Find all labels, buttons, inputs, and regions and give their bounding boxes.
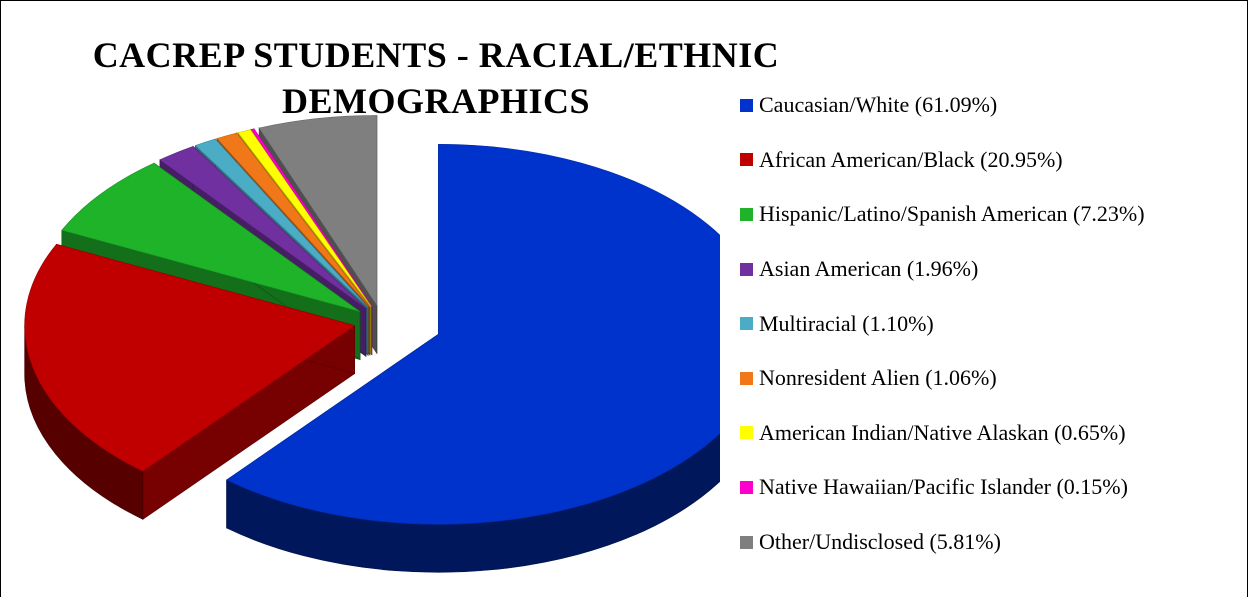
legend: Caucasian/White (61.09%) African American… [740,78,1245,569]
legend-swatch [740,317,753,331]
pie-slice-5 [194,138,369,308]
pie-slice-7 [237,129,372,307]
legend-label: Multiracial (1.10%) [759,310,934,336]
pie-slice-3 [61,162,361,312]
pie-slice-1 [226,143,720,525]
pie-slice-2 [24,243,356,472]
legend-swatch [740,480,753,494]
legend-item: Hispanic/Latino/Spanish American (7.23%) [740,187,1245,242]
legend-label: Hispanic/Latino/Spanish American (7.23%) [759,201,1145,227]
legend-item: Caucasian/White (61.09%) [740,78,1245,133]
chart-title: CACREP STUDENTS - RACIAL/ETHNIC DEMOGRAP… [92,35,780,121]
legend-label: Native Hawaiian/Pacific Islander (0.15%) [759,474,1128,500]
legend-swatch [740,535,753,549]
legend-swatch [740,153,753,167]
pie-slice-6 [216,132,371,308]
legend-label: American Indian/Native Alaskan (0.65%) [759,419,1126,445]
pie-slice-9 [258,115,378,307]
legend-item: Multiracial (1.10%) [740,296,1245,351]
legend-swatch [740,262,753,276]
legend-label: African American/Black (20.95%) [759,146,1063,172]
legend-label: Asian American (1.96%) [759,256,979,282]
legend-item: Asian American (1.96%) [740,242,1245,297]
legend-label: Other/Undisclosed (5.81%) [759,529,1001,555]
legend-swatch [740,98,753,112]
legend-label: Caucasian/White (61.09%) [759,92,998,118]
legend-item: Other/Undisclosed (5.81%) [740,515,1245,570]
legend-swatch [740,371,753,385]
legend-item: American Indian/Native Alaskan (0.65%) [740,406,1245,461]
legend-item: Native Hawaiian/Pacific Islander (0.15%) [740,460,1245,515]
legend-item: Nonresident Alien (1.06%) [740,351,1245,406]
legend-swatch [740,426,753,440]
pie-tops [24,115,720,525]
pie-slice-4 [159,146,367,309]
pie-chart [24,115,720,573]
legend-label: Nonresident Alien (1.06%) [759,365,997,391]
legend-item: African American/Black (20.95%) [740,133,1245,188]
pie-slice-8 [250,128,373,307]
legend-swatch [740,207,753,221]
